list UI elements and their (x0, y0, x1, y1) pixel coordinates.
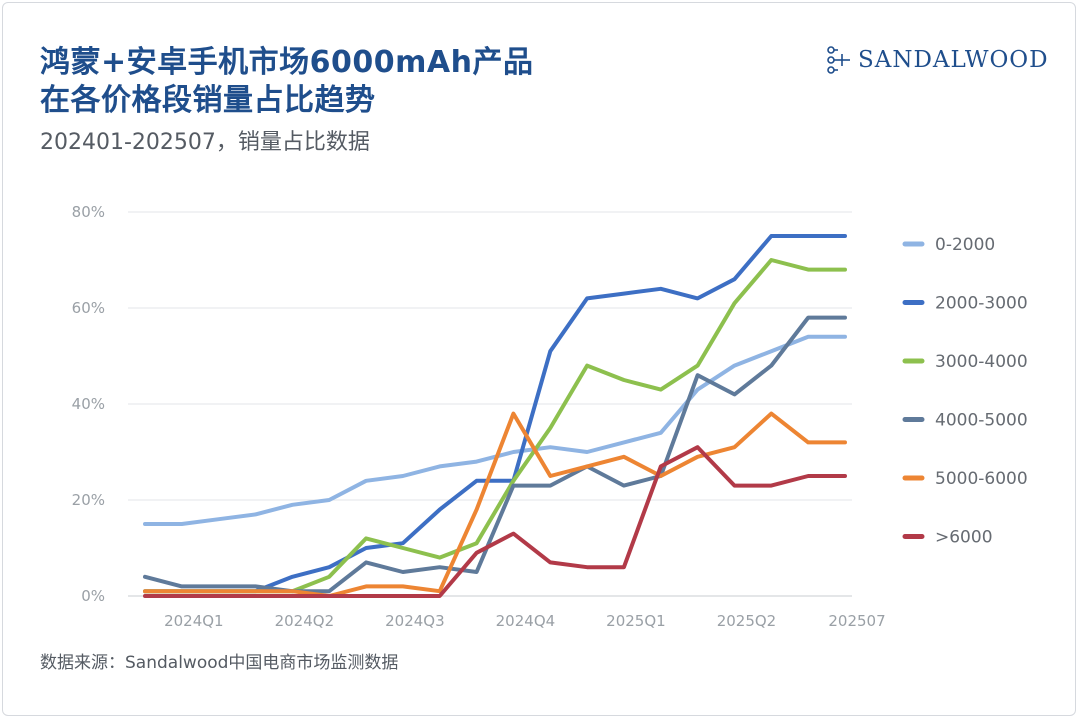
legend: 0-2000 2000-3000 3000-4000 4000-5000 5000-60… (902, 235, 1028, 548)
chart-title: 鸿蒙+安卓手机市场6000mAh产品 在各价格段销量占比趋势 (40, 44, 533, 120)
sandalwood-logo: SANDALWOOD (826, 44, 1049, 76)
y-axis: 0% 20% 40% 60% 80% (72, 203, 105, 605)
x-tick-label: 2025Q1 (606, 612, 666, 630)
x-tick-label: 2025Q2 (717, 612, 777, 630)
legend-item: 4000-5000 (902, 411, 1028, 431)
series-lines (143, 234, 847, 598)
legend-item: 5000-6000 (902, 469, 1028, 489)
y-tick-label: 0% (81, 587, 105, 605)
sandalwood-logo-icon (827, 46, 850, 74)
series-line-5 (143, 445, 847, 598)
legend-item: 3000-4000 (902, 352, 1028, 372)
data-source-note: 数据来源：Sandalwood中国电商市场监测数据 (40, 653, 399, 673)
y-tick-label: 60% (72, 299, 105, 317)
legend-item: 2000-3000 (902, 294, 1028, 314)
title-line-2: 在各价格段销量占比趋势 (40, 83, 376, 118)
chart-subtitle: 202401-202507，销量占比数据 (40, 130, 370, 155)
x-tick-label: 2024Q1 (164, 612, 224, 630)
y-tick-label: 80% (72, 203, 105, 221)
x-tick-label: 2024Q3 (385, 612, 445, 630)
legend-item: 0-2000 (902, 235, 995, 255)
legend-label: >6000 (935, 528, 993, 548)
y-tick-label: 20% (72, 491, 105, 509)
legend-label: 0-2000 (935, 235, 995, 255)
series-line-1 (143, 234, 847, 594)
x-tick-label: 202507 (828, 612, 885, 630)
legend-label: 4000-5000 (935, 411, 1028, 431)
y-tick-label: 40% (72, 395, 105, 413)
x-tick-label: 2024Q2 (275, 612, 335, 630)
x-axis: 2024Q1 2024Q2 2024Q3 2024Q4 2025Q1 2025Q2 2025… (164, 612, 886, 630)
legend-label: 3000-4000 (935, 352, 1028, 372)
legend-label: 5000-6000 (935, 469, 1028, 489)
x-tick-label: 2024Q4 (496, 612, 556, 630)
series-line-3 (143, 315, 847, 594)
series-line-4 (143, 411, 847, 598)
legend-item: >6000 (902, 528, 993, 548)
title-line-1: 鸿蒙+安卓手机市场6000mAh产品 (40, 45, 534, 80)
logo-text: SANDALWOOD (858, 47, 1049, 73)
series-line-0 (143, 334, 847, 526)
legend-label: 2000-3000 (935, 294, 1028, 314)
